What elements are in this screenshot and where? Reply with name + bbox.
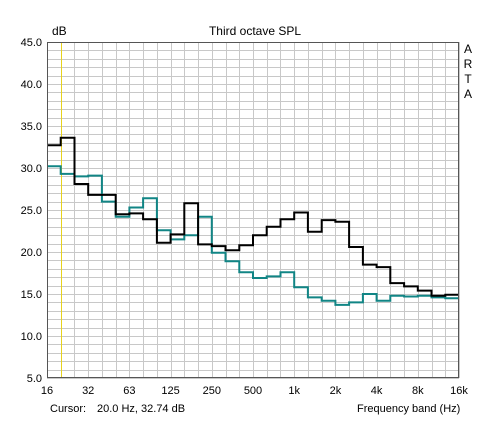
cursor-label: Cursor: [50, 403, 87, 415]
x-tick-label: 250 [203, 385, 221, 397]
cursor-readout: 20.0 Hz, 32.74 dB [97, 403, 186, 415]
brand-letter: A [463, 87, 472, 101]
y-tick-label: 20.0 [21, 247, 42, 259]
y-tick-label: 15.0 [21, 289, 42, 301]
y-tick-label: 45.0 [21, 37, 42, 49]
y-tick-label: 40.0 [21, 79, 42, 91]
x-tick-label: 2k [330, 385, 342, 397]
y-tick-label: 30.0 [21, 163, 42, 175]
y-tick-label: 25.0 [21, 205, 42, 217]
plot-frame [47, 42, 459, 378]
brand-letter: T [464, 72, 472, 86]
x-tick-label: 32 [82, 385, 94, 397]
brand-letter: R [463, 57, 473, 71]
y-tick-label: 35.0 [21, 121, 42, 133]
x-axis-label: Frequency band (Hz) [357, 403, 461, 415]
x-tick-label: 8k [412, 385, 424, 397]
x-tick-label: 4k [371, 385, 383, 397]
y-tick-label: 5.0 [27, 373, 42, 385]
series-line-1 [47, 136, 459, 297]
chart-title: Third octave SPL [209, 24, 301, 38]
y-tick-label: 10.0 [21, 331, 42, 343]
x-tick-label: 1k [288, 385, 300, 397]
x-tick-label: 63 [123, 385, 135, 397]
y-axis-label: dB [52, 24, 67, 38]
x-tick-label: 500 [244, 385, 262, 397]
arta-brand: A R T A [462, 42, 474, 102]
x-tick-label: 16k [450, 385, 468, 397]
brand-letter: A [463, 42, 472, 56]
x-tick-label: 16 [41, 385, 53, 397]
x-tick-label: 125 [161, 385, 179, 397]
grid [47, 42, 460, 379]
